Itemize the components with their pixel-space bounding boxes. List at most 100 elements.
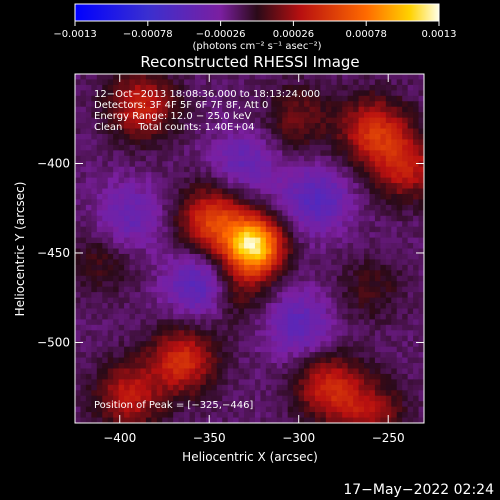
heatmap-cell — [391, 253, 398, 260]
heatmap-cell — [200, 210, 207, 217]
heatmap-cell — [194, 161, 202, 168]
heatmap-cell — [407, 319, 414, 326]
heatmap-cell — [391, 84, 398, 91]
heatmap-cell — [265, 95, 272, 102]
heatmap-cell — [396, 117, 403, 124]
heatmap-cell — [298, 210, 305, 217]
heatmap-cell — [271, 264, 278, 271]
heatmap-cell — [156, 253, 163, 260]
heatmap-cell — [407, 259, 414, 266]
heatmap-cell — [238, 199, 245, 206]
heatmap-cell — [134, 292, 142, 299]
heatmap-cell — [374, 210, 381, 217]
heatmap-cell — [418, 384, 424, 391]
heatmap-cell — [85, 199, 92, 206]
heatmap-cell — [162, 112, 169, 119]
heatmap-cell — [167, 161, 174, 168]
heatmap-cell — [391, 101, 398, 108]
heatmap-cell — [331, 384, 338, 391]
heatmap-cell — [385, 412, 392, 419]
heatmap-cell — [211, 335, 218, 342]
heatmap-cell — [134, 166, 142, 173]
heatmap-cell — [211, 275, 218, 282]
heatmap-cell — [293, 346, 300, 353]
heatmap-cell — [364, 264, 371, 271]
heatmap-cell — [314, 112, 321, 119]
heatmap-cell — [413, 243, 420, 250]
heatmap-cell — [91, 313, 98, 320]
heatmap-cell — [194, 330, 202, 337]
heatmap-cell — [271, 243, 278, 250]
heatmap-cell — [184, 243, 191, 250]
heatmap-cell — [85, 303, 92, 310]
heatmap-cell — [254, 101, 261, 108]
heatmap-cell — [331, 144, 338, 151]
heatmap-cell — [194, 286, 202, 293]
heatmap-cell — [331, 341, 338, 348]
heatmap-cell — [200, 172, 207, 179]
heatmap-cell — [314, 183, 321, 190]
heatmap-cell — [140, 237, 147, 244]
heatmap-cell — [85, 166, 92, 173]
heatmap-cell — [396, 281, 403, 288]
heatmap-cell — [96, 226, 103, 233]
heatmap-cell — [418, 188, 424, 195]
heatmap-cell — [418, 401, 424, 408]
heatmap-cell — [233, 204, 240, 211]
heatmap-cell — [189, 363, 196, 370]
heatmap-cell — [129, 172, 136, 179]
heatmap-cell — [249, 79, 256, 86]
heatmap-cell — [374, 199, 381, 206]
heatmap-cell — [216, 401, 223, 408]
heatmap-cell — [309, 303, 316, 310]
heatmap-cell — [369, 215, 376, 222]
heatmap-cell — [331, 237, 338, 244]
heatmap-cell — [102, 101, 109, 108]
heatmap-cell — [385, 401, 392, 408]
heatmap-cell — [336, 368, 343, 375]
heatmap-cell — [233, 95, 240, 102]
heatmap-cell — [162, 232, 169, 239]
x-tick-label: −300 — [282, 431, 315, 445]
heatmap-cell — [391, 161, 398, 168]
heatmap-cell — [298, 395, 305, 402]
heatmap-cell — [418, 183, 424, 190]
heatmap-cell — [145, 210, 152, 217]
heatmap-cell — [107, 401, 114, 408]
heatmap-cell — [260, 357, 267, 364]
heatmap-cell — [189, 368, 196, 375]
heatmap-cell — [369, 210, 376, 217]
heatmap-cell — [216, 144, 223, 151]
heatmap-cell — [293, 308, 300, 315]
heatmap-cell — [271, 363, 278, 370]
heatmap-cell — [413, 133, 420, 141]
heatmap-cell — [75, 384, 82, 391]
heatmap-cell — [276, 90, 283, 97]
heatmap-cell — [216, 215, 223, 222]
heatmap-cell — [374, 417, 381, 423]
heatmap-cell — [91, 401, 98, 408]
heatmap-cell — [102, 292, 109, 299]
heatmap-cell — [407, 95, 414, 102]
heatmap-cell — [173, 150, 180, 157]
heatmap-cell — [304, 395, 311, 402]
heatmap-cell — [156, 292, 163, 299]
heatmap-cell — [205, 101, 212, 108]
heatmap-cell — [353, 95, 360, 102]
heatmap-cell — [391, 313, 398, 320]
heatmap-cell — [184, 221, 191, 228]
heatmap-cell — [374, 270, 381, 277]
heatmap-cell — [298, 303, 305, 310]
heatmap-cell — [320, 270, 327, 277]
heatmap-cell — [271, 112, 278, 119]
heatmap-cell — [314, 292, 321, 299]
heatmap-cell — [178, 95, 185, 102]
heatmap-cell — [342, 117, 349, 124]
heatmap-cell — [238, 341, 245, 348]
heatmap-cell — [184, 232, 191, 239]
heatmap-cell — [102, 123, 109, 130]
heatmap-cell — [124, 215, 131, 222]
heatmap-cell — [216, 199, 223, 206]
heatmap-cell — [358, 270, 365, 277]
heatmap-cell — [271, 221, 278, 228]
